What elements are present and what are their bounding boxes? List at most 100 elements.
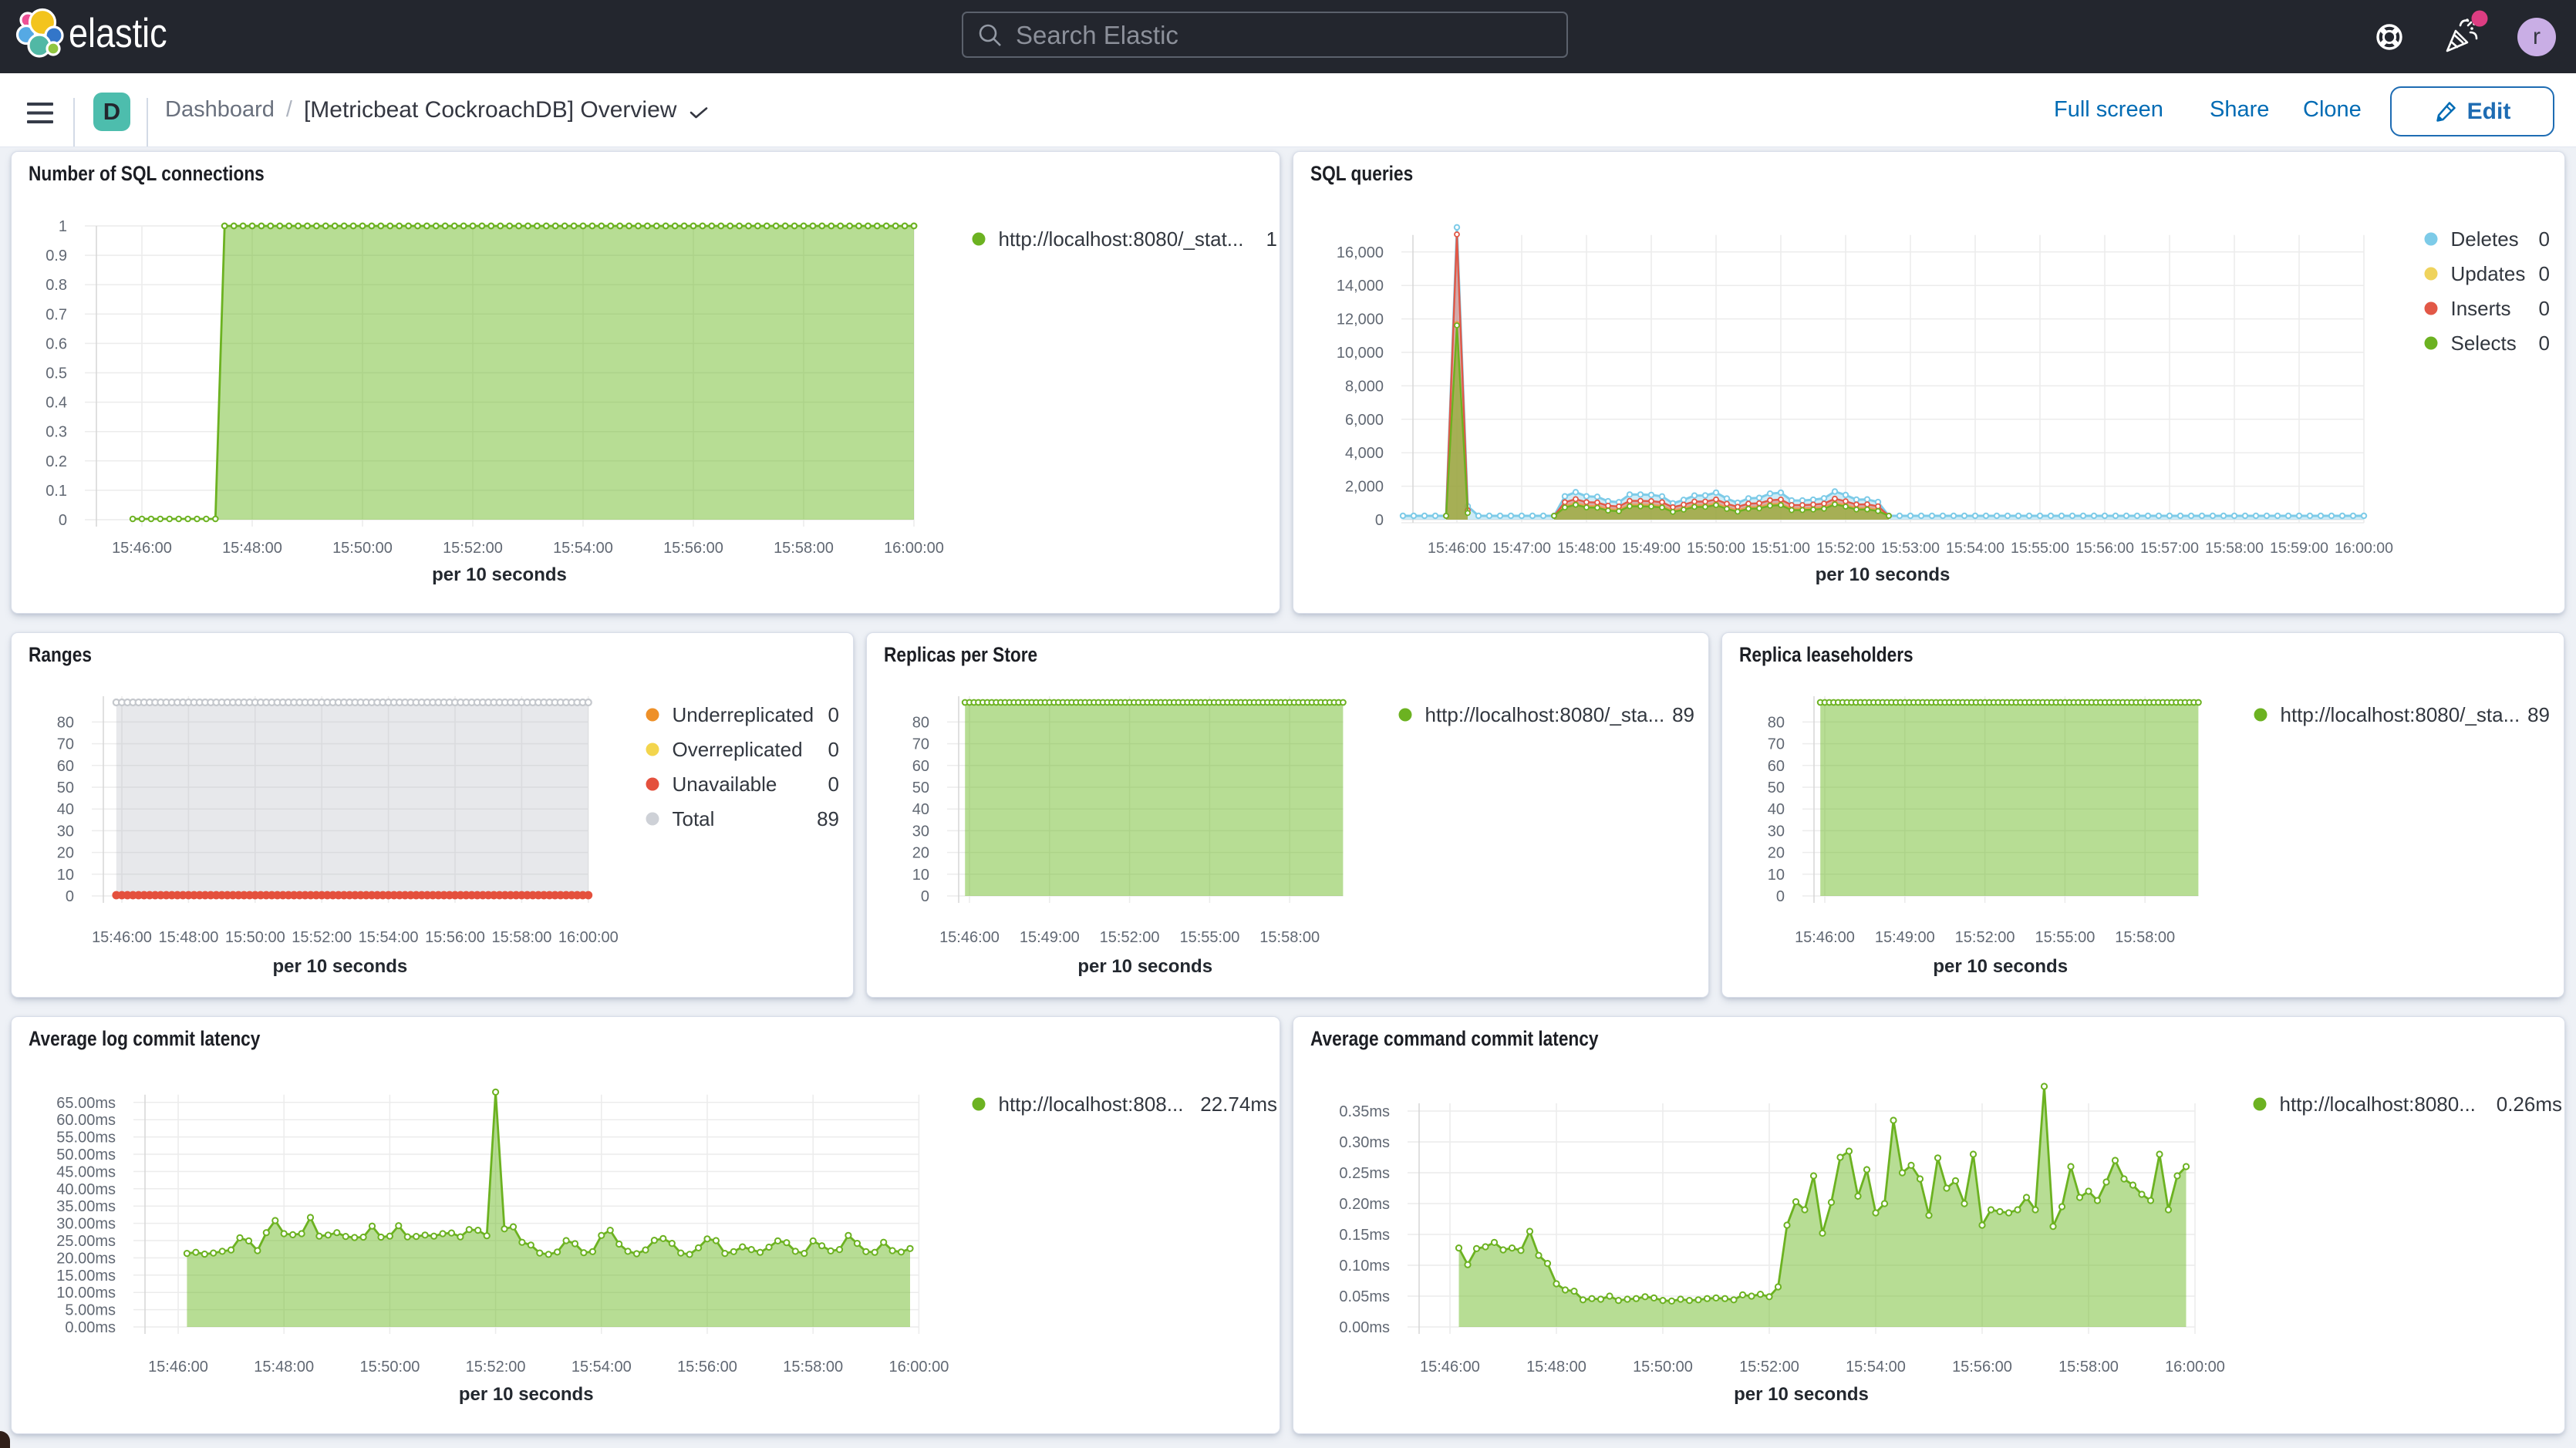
svg-text:15:50:00: 15:50:00 <box>1687 540 1745 557</box>
svg-text:15:46:00: 15:46:00 <box>1428 540 1486 557</box>
svg-text:80: 80 <box>912 714 929 731</box>
svg-text:40.00ms: 40.00ms <box>56 1181 116 1198</box>
svg-text:4,000: 4,000 <box>1345 445 1384 462</box>
svg-text:http://localhost:8080...: http://localhost:8080... <box>2280 1093 2476 1116</box>
svg-text:50: 50 <box>912 780 929 796</box>
svg-text:per 10 seconds: per 10 seconds <box>459 1384 594 1405</box>
svg-text:15:46:00: 15:46:00 <box>939 929 1000 946</box>
svg-text:0: 0 <box>59 512 67 529</box>
svg-text:30: 30 <box>57 823 74 840</box>
svg-text:50.00ms: 50.00ms <box>56 1147 116 1163</box>
svg-text:15:50:00: 15:50:00 <box>225 929 285 946</box>
svg-text:16,000: 16,000 <box>1337 244 1384 261</box>
svg-text:per 10 seconds: per 10 seconds <box>273 956 408 977</box>
svg-text:40: 40 <box>912 801 929 818</box>
svg-text:15:56:00: 15:56:00 <box>677 1359 737 1376</box>
svg-text:15:49:00: 15:49:00 <box>1875 929 1935 946</box>
svg-text:15:50:00: 15:50:00 <box>332 540 393 557</box>
svg-text:15:52:00: 15:52:00 <box>1816 540 1875 557</box>
svg-text:10: 10 <box>912 867 929 884</box>
svg-text:15:54:00: 15:54:00 <box>359 929 419 946</box>
svg-text:0: 0 <box>2539 262 2550 285</box>
svg-text:0: 0 <box>1776 888 1785 905</box>
svg-text:15:58:00: 15:58:00 <box>491 929 551 946</box>
svg-text:15:49:00: 15:49:00 <box>1020 929 1080 946</box>
svg-text:65.00ms: 65.00ms <box>56 1095 116 1112</box>
svg-text:15:50:00: 15:50:00 <box>359 1359 420 1376</box>
svg-text:per 10 seconds: per 10 seconds <box>1933 956 2068 977</box>
svg-text:16:00:00: 16:00:00 <box>884 540 944 557</box>
svg-text:60: 60 <box>912 758 929 775</box>
svg-text:15:46:00: 15:46:00 <box>1420 1359 1480 1376</box>
svg-text:0.1: 0.1 <box>46 483 67 500</box>
svg-text:70: 70 <box>912 736 929 753</box>
svg-text:2,000: 2,000 <box>1345 479 1384 496</box>
svg-text:Total: Total <box>673 807 715 830</box>
svg-text:15:56:00: 15:56:00 <box>1952 1359 2012 1376</box>
svg-text:8,000: 8,000 <box>1345 378 1384 395</box>
svg-text:20: 20 <box>57 845 74 862</box>
svg-text:30.00ms: 30.00ms <box>56 1216 116 1233</box>
svg-text:22.74ms: 22.74ms <box>1200 1093 1277 1116</box>
svg-text:Selects: Selects <box>2451 332 2517 355</box>
svg-text:15:58:00: 15:58:00 <box>783 1359 843 1376</box>
svg-text:15:47:00: 15:47:00 <box>1492 540 1551 557</box>
svg-text:12,000: 12,000 <box>1337 311 1384 328</box>
svg-text:0.00ms: 0.00ms <box>1339 1319 1390 1336</box>
svg-text:14,000: 14,000 <box>1337 278 1384 295</box>
svg-text:25.00ms: 25.00ms <box>56 1233 116 1250</box>
svg-text:20: 20 <box>1768 845 1785 862</box>
svg-text:0.4: 0.4 <box>46 395 67 412</box>
svg-text:40: 40 <box>57 801 74 818</box>
svg-text:15:55:00: 15:55:00 <box>2011 540 2069 557</box>
svg-text:15:48:00: 15:48:00 <box>1526 1359 1586 1376</box>
svg-text:30: 30 <box>1768 823 1785 840</box>
svg-text:Unavailable: Unavailable <box>673 773 777 796</box>
svg-text:0: 0 <box>2539 227 2550 251</box>
svg-text:Inserts: Inserts <box>2451 297 2511 320</box>
svg-text:10: 10 <box>57 867 74 884</box>
svg-text:89: 89 <box>2527 703 2550 726</box>
svg-text:per 10 seconds: per 10 seconds <box>1816 564 1951 585</box>
svg-text:89: 89 <box>817 807 839 830</box>
svg-text:0.6: 0.6 <box>46 335 67 352</box>
svg-text:15.00ms: 15.00ms <box>56 1268 116 1285</box>
svg-text:45.00ms: 45.00ms <box>56 1163 116 1180</box>
svg-text:16:00:00: 16:00:00 <box>2165 1359 2225 1376</box>
svg-text:0.20ms: 0.20ms <box>1339 1196 1390 1213</box>
svg-text:0.8: 0.8 <box>46 277 67 294</box>
svg-text:60: 60 <box>57 758 74 775</box>
svg-text:0.35ms: 0.35ms <box>1339 1103 1390 1120</box>
svg-text:15:53:00: 15:53:00 <box>1881 540 1940 557</box>
svg-text:0.3: 0.3 <box>46 424 67 441</box>
svg-text:Updates: Updates <box>2451 262 2526 285</box>
svg-text:0.7: 0.7 <box>46 306 67 323</box>
svg-text:15:48:00: 15:48:00 <box>254 1359 314 1376</box>
svg-text:15:56:00: 15:56:00 <box>663 540 723 557</box>
svg-text:15:57:00: 15:57:00 <box>2140 540 2199 557</box>
svg-text:0.25ms: 0.25ms <box>1339 1165 1390 1182</box>
svg-text:40: 40 <box>1768 801 1785 818</box>
svg-text:15:55:00: 15:55:00 <box>2035 929 2095 946</box>
svg-text:15:52:00: 15:52:00 <box>443 540 503 557</box>
svg-text:50: 50 <box>57 780 74 796</box>
svg-text:per 10 seconds: per 10 seconds <box>1077 956 1212 977</box>
svg-text:89: 89 <box>1672 703 1694 726</box>
svg-text:15:50:00: 15:50:00 <box>1633 1359 1693 1376</box>
svg-text:1: 1 <box>1266 227 1277 251</box>
svg-text:15:48:00: 15:48:00 <box>1557 540 1616 557</box>
svg-text:35.00ms: 35.00ms <box>56 1198 116 1215</box>
svg-text:15:49:00: 15:49:00 <box>1622 540 1681 557</box>
svg-text:http://localhost:8080/_stat...: http://localhost:8080/_stat... <box>999 227 1244 251</box>
svg-text:0: 0 <box>66 888 74 905</box>
svg-text:0: 0 <box>2539 297 2550 320</box>
svg-text:15:59:00: 15:59:00 <box>2270 540 2328 557</box>
svg-text:6,000: 6,000 <box>1345 412 1384 429</box>
svg-text:15:46:00: 15:46:00 <box>112 540 172 557</box>
svg-text:15:58:00: 15:58:00 <box>2115 929 2175 946</box>
svg-text:0.2: 0.2 <box>46 453 67 470</box>
svg-text:0: 0 <box>2539 332 2550 355</box>
svg-text:15:54:00: 15:54:00 <box>1946 540 2004 557</box>
svg-text:50: 50 <box>1768 780 1785 796</box>
svg-text:0.05ms: 0.05ms <box>1339 1288 1390 1305</box>
